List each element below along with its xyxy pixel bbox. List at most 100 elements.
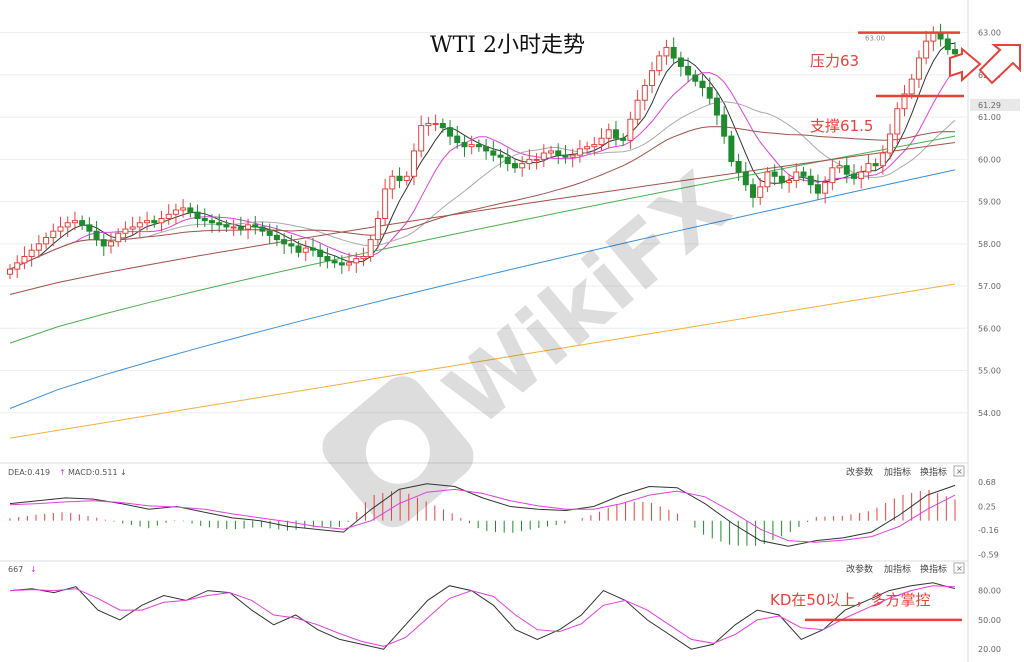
candle-body (172, 209, 179, 215)
candle-body (692, 74, 699, 82)
candle-body (461, 141, 468, 148)
macd-down-arrow-icon: ↓ (120, 468, 127, 477)
candle-body (605, 129, 612, 139)
candle-body (475, 144, 482, 148)
candle-body (100, 239, 107, 247)
long-moving-average-line (9, 135, 956, 344)
candle-body (136, 222, 143, 228)
macd-tick-label: -0.59 (978, 550, 999, 559)
candle-body (79, 220, 86, 226)
candle-body (641, 84, 648, 101)
price-high-tag: 63.00 (865, 35, 885, 43)
candle-body (410, 150, 417, 177)
candle-body (216, 222, 223, 226)
candle-body (468, 144, 475, 148)
candle-body (281, 239, 288, 245)
candle-body (115, 232, 122, 243)
candle-body (591, 144, 598, 148)
candle-body (814, 184, 821, 194)
candle-body (663, 46, 670, 57)
macd-tick-label: -0.16 (978, 526, 999, 535)
close-icon[interactable]: × (956, 467, 963, 476)
current-price-tag-label: 61.29 (978, 101, 1001, 110)
macd-switch-indicator-button[interactable]: 换指标 (920, 466, 947, 478)
candle-body (677, 57, 684, 67)
macd-axis: 0.68 0.25 -0.16 -0.59 (978, 478, 999, 559)
candle-body (28, 249, 35, 258)
kd-change-params-button[interactable]: 改参数 (846, 563, 873, 575)
candle-body (158, 217, 165, 224)
candle-body (923, 40, 930, 59)
candle-body (223, 224, 230, 228)
candle-body (86, 224, 93, 232)
candle-body (670, 46, 677, 59)
moving-average-line (9, 126, 956, 270)
candle-body (742, 171, 749, 186)
long-moving-average-line (9, 283, 956, 439)
candle-body (180, 207, 187, 211)
candle-body (317, 249, 324, 258)
moving-average-lines (9, 42, 956, 439)
price-tick-label: 60.00 (978, 155, 1001, 164)
candle-body (50, 230, 57, 239)
candle-body (894, 108, 901, 135)
kd-axis: 80.00 50.00 20.00 (978, 587, 1001, 655)
price-tick-label: 61.00 (978, 113, 1001, 122)
candle-body (107, 241, 114, 247)
candle-body (807, 175, 814, 186)
candle-body (944, 38, 951, 51)
price-tick-label: 57.00 (978, 282, 1001, 291)
candle-body (71, 220, 78, 224)
macd-change-params-button[interactable]: 改参数 (846, 466, 873, 478)
candle-body (851, 173, 858, 179)
kd-close-box[interactable] (953, 562, 965, 574)
price-tick-label: 63.00 (978, 29, 1001, 38)
candle-body (627, 118, 634, 141)
main-gridlines (0, 32, 968, 414)
candle-body (295, 245, 302, 253)
candle-body (129, 226, 136, 230)
candle-body (331, 260, 338, 264)
candle-body (519, 163, 526, 169)
candle-body (901, 93, 908, 110)
candle-body (713, 97, 720, 116)
arrow-right-icon (949, 46, 982, 83)
candle-body (237, 226, 244, 230)
macd-close-button[interactable]: × (953, 465, 965, 477)
macd-histogram (9, 489, 956, 546)
kd-close-button[interactable]: × (953, 562, 965, 574)
kd-tick-label: 80.00 (978, 587, 1001, 596)
candle-body (273, 234, 280, 241)
candle-body (302, 247, 309, 253)
candle-body (562, 154, 569, 158)
candle-body (447, 127, 454, 137)
candle-body (685, 65, 692, 76)
close-icon[interactable]: × (956, 564, 963, 573)
candle-body (735, 160, 742, 173)
candle-body (151, 220, 158, 224)
candle-body (598, 137, 605, 146)
candle-body (454, 135, 461, 143)
candle-body (245, 224, 252, 230)
candle-body (548, 150, 555, 154)
candle-body (309, 247, 316, 251)
candle-body (511, 163, 518, 169)
candle-body (483, 146, 490, 152)
candle-body (338, 262, 345, 266)
kd-add-indicator-button[interactable]: 加指标 (884, 563, 911, 575)
candle-body (14, 262, 21, 270)
candle-body (144, 220, 151, 224)
macd-add-indicator-button[interactable]: 加指标 (884, 466, 911, 478)
candle-body (872, 163, 879, 167)
macd-lines (9, 483, 956, 547)
macd-line (9, 488, 956, 543)
macd-close-box[interactable] (953, 465, 965, 477)
current-price-tag-box (970, 98, 1020, 111)
candle-body (757, 186, 764, 198)
kd-switch-indicator-button[interactable]: 换指标 (920, 563, 947, 575)
candle-body (252, 224, 259, 228)
resistance-label: 压力63 (810, 52, 859, 70)
dea-label: DEA:0.419 (8, 468, 50, 477)
candle-body (706, 87, 713, 99)
